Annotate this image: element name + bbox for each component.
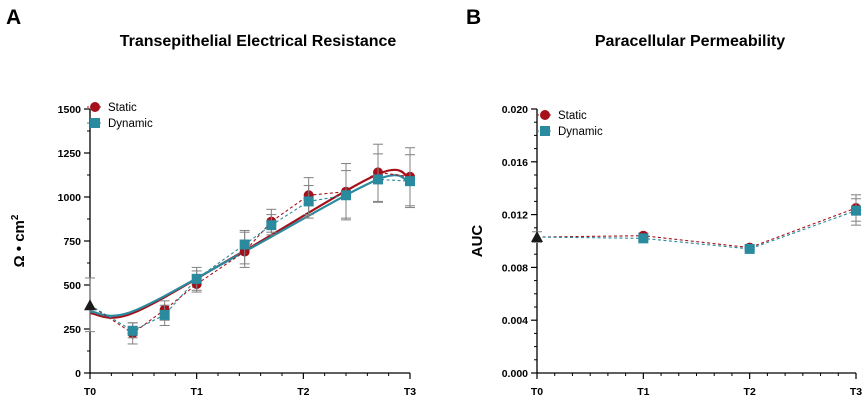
legend-marker-static <box>540 110 550 120</box>
series-line-static <box>89 171 411 335</box>
y-tick-label: 0.004 <box>502 315 528 327</box>
y-axis-title: Ω • cm2 <box>10 214 28 267</box>
x-tick-label: T2 <box>744 386 756 398</box>
data-point-dynamic <box>851 205 861 216</box>
series-line-dynamic <box>536 210 857 250</box>
y-tick-label: 1500 <box>58 104 82 116</box>
data-point-dynamic <box>266 220 277 231</box>
x-tick-label: T0 <box>84 386 96 398</box>
fit-curve-static <box>89 168 411 319</box>
y-tick-label: 0.020 <box>502 104 528 116</box>
chart-title: Transepithelial Electrical Resistance <box>120 33 397 50</box>
legend-marker-dynamic <box>90 118 100 128</box>
x-tick-label: T3 <box>850 386 862 398</box>
fit-curve-dynamic <box>89 174 411 317</box>
x-tick-label: T3 <box>404 386 416 398</box>
data-point-baseline <box>84 299 96 311</box>
y-tick-label: 0.012 <box>502 210 528 222</box>
legend-marker-dynamic <box>540 126 550 136</box>
y-tick-label: 0 <box>75 368 81 380</box>
y-tick-label: 250 <box>63 324 81 336</box>
panel-label-a: A <box>6 6 21 29</box>
legend-label: Static <box>108 102 137 114</box>
data-point-dynamic <box>191 273 202 284</box>
data-point-dynamic <box>373 174 383 185</box>
data-point-dynamic <box>303 196 314 207</box>
data-point-dynamic <box>341 190 351 201</box>
data-point-dynamic <box>127 325 138 336</box>
y-axis-title: AUC <box>469 225 486 258</box>
data-point-dynamic <box>239 239 250 250</box>
data-point-dynamic <box>405 176 415 187</box>
y-tick-label: 0.008 <box>502 262 528 274</box>
y-axis-title-text: Ω • cm <box>11 220 28 267</box>
data-point-baseline <box>531 231 543 243</box>
data-point-dynamic <box>744 243 755 254</box>
legend-label: Dynamic <box>108 118 153 130</box>
chart-b: Paracellular Permeability 0.000 0.004 0.008… <box>469 33 862 398</box>
y-tick-label: 0.016 <box>502 157 528 169</box>
chart-title: Paracellular Permeability <box>595 33 785 50</box>
chart-a: Transepithelial Electrical Resistance025… <box>10 33 416 398</box>
y-tick-label: 500 <box>63 280 81 292</box>
y-tick-label: 1250 <box>58 148 82 160</box>
x-tick-label: T2 <box>297 386 309 398</box>
series-line-dynamic <box>89 178 411 332</box>
series-line-static <box>536 207 857 249</box>
y-tick-label: 0.000 <box>502 368 528 380</box>
x-tick-label: T0 <box>531 386 543 398</box>
y-axis-title-superscript: 2 <box>10 214 21 220</box>
data-point-dynamic <box>159 309 170 320</box>
x-tick-label: T1 <box>637 386 649 398</box>
panel-label-b: B <box>466 6 481 29</box>
y-tick-label: 750 <box>63 236 81 248</box>
data-point-dynamic <box>638 233 649 244</box>
legend-label: Static <box>558 110 587 122</box>
legend-marker-static <box>90 102 100 112</box>
y-tick-label: 1000 <box>58 192 82 204</box>
x-tick-label: T1 <box>191 386 203 398</box>
legend-label: Dynamic <box>558 126 603 138</box>
